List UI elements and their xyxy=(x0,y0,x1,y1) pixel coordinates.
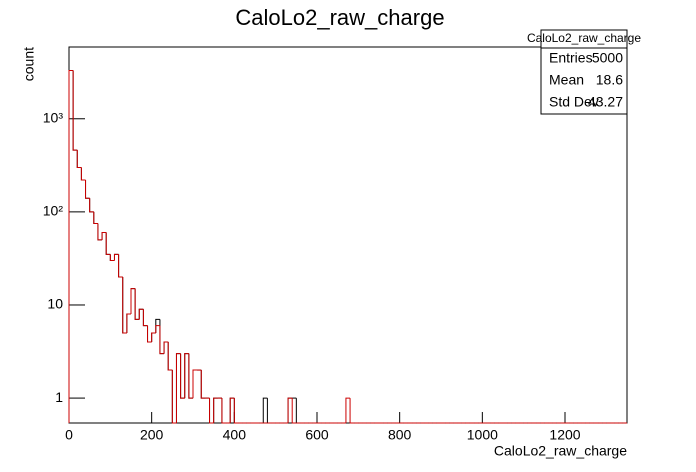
histogram-bin xyxy=(184,353,189,399)
y-tick-label: 10³ xyxy=(43,109,64,125)
histogram-bin xyxy=(68,69,74,423)
histogram-bin xyxy=(105,232,111,255)
stats-value: 43.27 xyxy=(588,94,623,110)
stats-value: 5000 xyxy=(592,50,623,66)
histogram-bin xyxy=(109,254,115,262)
histogram-bin xyxy=(287,397,293,423)
stats-box xyxy=(540,29,628,115)
histogram-bin xyxy=(134,288,140,320)
histogram-bin xyxy=(188,353,193,399)
histogram-bin xyxy=(163,341,169,354)
histogram-bin xyxy=(89,198,94,213)
stats-value: 18.6 xyxy=(596,72,623,88)
histogram-bin xyxy=(349,398,355,424)
histogram-bin xyxy=(85,179,90,199)
x-tick-label: 800 xyxy=(388,427,412,443)
histogram-bin xyxy=(126,313,131,334)
histogram-bin xyxy=(80,167,86,181)
stats-label: Entries xyxy=(549,50,593,66)
x-tick-label: 400 xyxy=(223,427,247,443)
histogram-bin xyxy=(151,332,156,343)
histogram-bin xyxy=(213,397,218,423)
chart-title: CaloLo2_raw_charge xyxy=(235,5,444,30)
histogram-bin xyxy=(192,369,198,399)
histogram-bin xyxy=(345,397,351,423)
histogram-bin xyxy=(118,254,123,278)
histogram-bin xyxy=(138,308,144,320)
histogram-bin xyxy=(209,398,214,424)
y-tick-label: 10 xyxy=(47,296,63,312)
x-tick-label: 0 xyxy=(65,427,73,443)
x-tick-label: 1200 xyxy=(549,427,580,443)
histogram-bin xyxy=(93,211,98,225)
histogram-bin xyxy=(171,370,177,424)
histogram-bin xyxy=(142,309,148,327)
histogram-bin xyxy=(167,342,173,371)
y-axis-label: count xyxy=(21,47,37,81)
stats-title: CaloLo2_raw_charge xyxy=(527,31,641,45)
x-axis-label: CaloLo2_raw_charge xyxy=(494,443,627,459)
histogram-bin xyxy=(262,397,268,423)
histogram-bin xyxy=(229,397,235,423)
histogram-bin xyxy=(113,253,119,261)
histogram-bin xyxy=(159,325,165,355)
x-tick-label: 200 xyxy=(140,427,164,443)
histogram-bin xyxy=(147,325,152,343)
histogram-bin xyxy=(291,398,297,424)
y-tick-label: 1 xyxy=(55,389,63,405)
y-tick-label: 10² xyxy=(43,203,64,219)
x-tick-label: 600 xyxy=(305,427,329,443)
histogram-bin xyxy=(72,70,78,151)
histogram-bin xyxy=(122,276,127,334)
x-tick-label: 1000 xyxy=(467,427,498,443)
histogram-bin xyxy=(180,353,185,399)
histogram-bin xyxy=(233,398,239,424)
histogram-bin xyxy=(221,398,227,424)
histogram-bin xyxy=(155,325,160,334)
histogram-bin xyxy=(76,150,82,168)
histogram-bin xyxy=(97,223,103,241)
stats-label: Mean xyxy=(549,72,584,88)
histogram-bin xyxy=(101,232,107,240)
histogram-bin xyxy=(200,370,206,399)
stats-label: Std Dev xyxy=(549,94,599,110)
histogram-bin xyxy=(130,288,136,315)
histogram-bin xyxy=(175,353,181,423)
